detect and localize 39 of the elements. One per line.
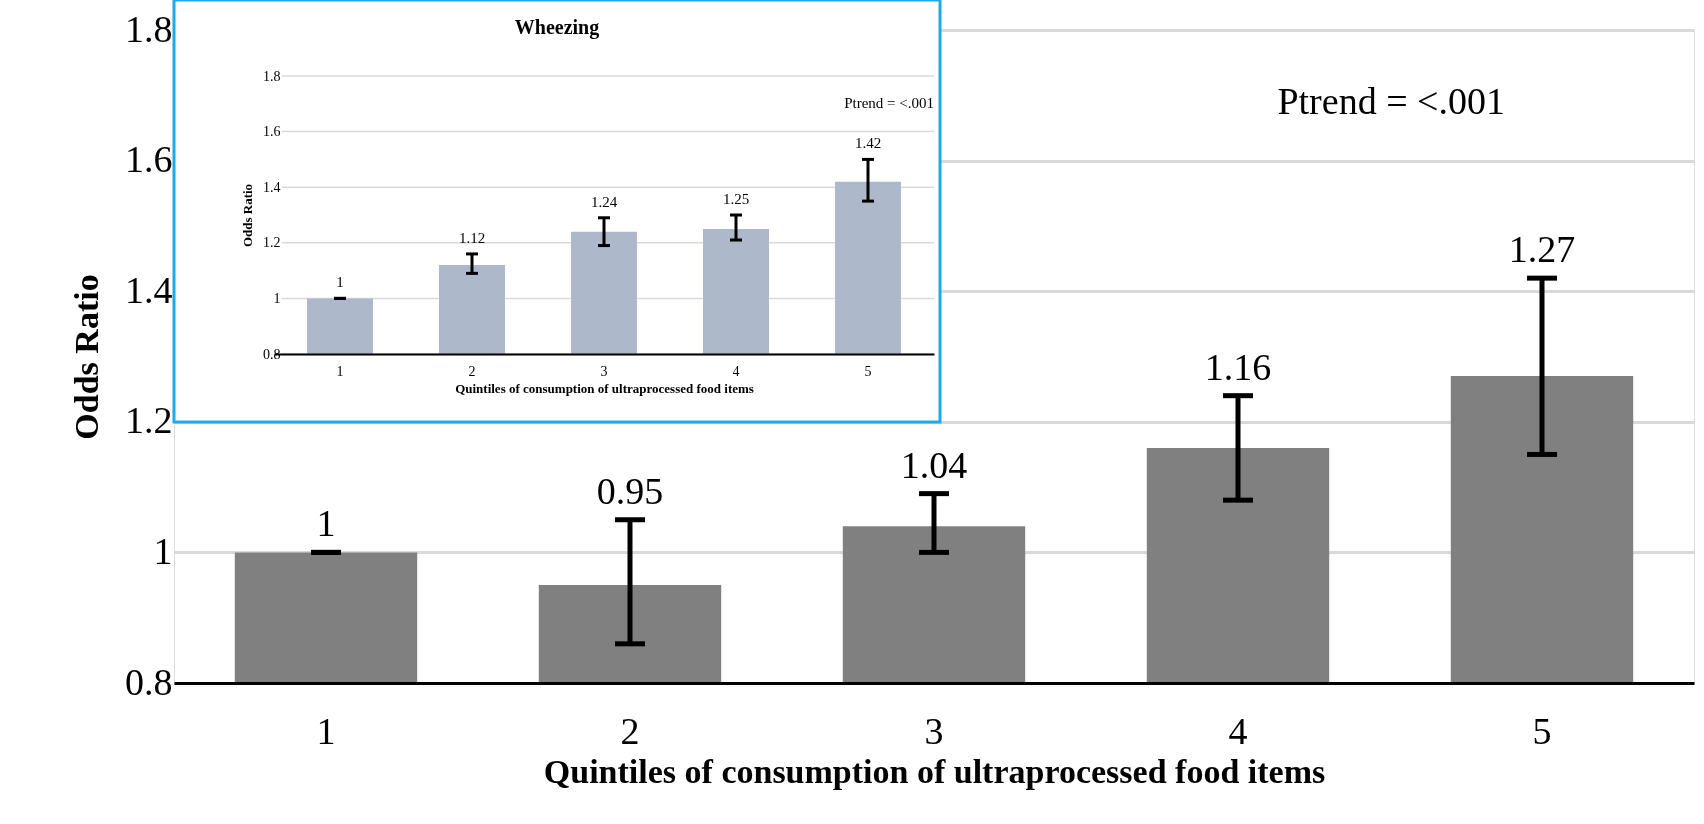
- y-tick-label: 1.6: [125, 138, 173, 181]
- x-tick-label: 4: [1228, 709, 1248, 752]
- x-tick-label: 2: [468, 363, 476, 379]
- y-tick-label: 1: [273, 290, 281, 306]
- x-tick-label: 2: [620, 709, 640, 752]
- y-tick-label: 1.4: [263, 179, 281, 195]
- y-tick-label: 1.2: [263, 235, 281, 251]
- data-label: 1.04: [900, 443, 968, 486]
- x-axis-title: Quintiles of consumption of ultraprocessed food items: [543, 752, 1326, 790]
- x-tick-label: 3: [600, 363, 608, 379]
- y-tick-label: 1.8: [263, 68, 281, 84]
- data-label: 1: [336, 274, 344, 291]
- x-tick-label: 5: [1532, 709, 1552, 752]
- data-label: 1.24: [590, 193, 618, 210]
- x-tick-label: 4: [732, 363, 740, 379]
- x-tick-label: 1: [316, 709, 336, 752]
- x-axis-title: Quintiles of consumption of ultraprocessed food items: [455, 380, 754, 396]
- data-label: 1.42: [854, 135, 882, 152]
- data-label: 1.25: [722, 191, 750, 207]
- x-tick-label: 5: [864, 363, 872, 379]
- y-tick-label: 1.6: [263, 124, 281, 140]
- data-label: 1.16: [1204, 345, 1272, 388]
- chart-title: Wheezing: [514, 16, 600, 39]
- data-label: 1.27: [1508, 228, 1576, 271]
- annotation: Ptrend = <.001: [1277, 80, 1505, 122]
- y-tick-label: 1: [153, 529, 173, 572]
- data-label: 1: [316, 502, 336, 545]
- x-tick-label: 1: [336, 363, 344, 379]
- data-label: 1.12: [458, 229, 486, 246]
- y-axis-title: Odds Ratio: [240, 183, 255, 248]
- x-tick-label: 3: [924, 709, 944, 752]
- y-axis-title: Odds Ratio: [68, 274, 105, 440]
- y-tick-label: 1.2: [125, 399, 173, 442]
- data-label: 0.95: [596, 469, 664, 512]
- annotation: Ptrend = <.001: [844, 95, 934, 111]
- y-tick-label: 1.8: [125, 7, 173, 50]
- y-tick-label: 0.8: [263, 346, 281, 362]
- y-tick-label: 1.4: [125, 268, 173, 311]
- y-tick-label: 0.8: [125, 660, 173, 703]
